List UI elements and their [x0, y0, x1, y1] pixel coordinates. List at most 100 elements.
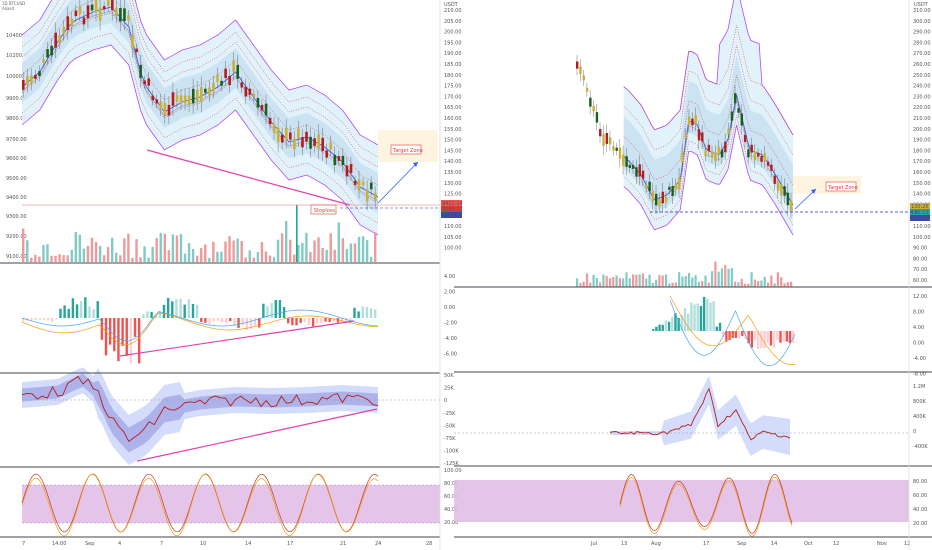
- left-macd-trendline: [119, 320, 355, 357]
- left-stoch-pane: [21, 473, 440, 537]
- candle-body: [631, 165, 635, 169]
- macd-histogram-bar: [299, 318, 302, 323]
- volume-bar: [228, 236, 231, 262]
- left-volume-axis-label-10: 160.00: [444, 116, 462, 122]
- volume-bar: [687, 272, 691, 287]
- volume-bar: [734, 281, 737, 287]
- macd-histogram-bar: [295, 318, 298, 326]
- left-price-label-8: 9400.00: [6, 195, 27, 201]
- right-price-badge-bg-1: [910, 209, 930, 215]
- volume-bar: [776, 272, 780, 287]
- macd-histogram-bar: [121, 318, 124, 346]
- macd-histogram-bar: [30, 318, 33, 321]
- candle-body: [576, 61, 579, 69]
- volume-bar: [658, 275, 661, 287]
- macd-histogram-bar: [750, 331, 754, 348]
- left-header-line-1: 1D BTCUSD: [2, 1, 25, 6]
- left-price-label-6: 9600.00: [6, 156, 27, 162]
- candle-body: [341, 155, 345, 166]
- right-price-axis-label-13: 180.00: [913, 148, 931, 154]
- candle-body: [678, 177, 681, 190]
- macd-histogram-bar: [216, 318, 220, 321]
- right-stoch-zone: [454, 480, 909, 522]
- volume-bar: [284, 221, 288, 262]
- candle-body: [635, 167, 638, 177]
- left-obv-axis-label-7: -125K: [444, 461, 459, 467]
- volume-bar: [268, 255, 272, 262]
- volume-bar: [94, 242, 98, 262]
- candle-body: [94, 0, 98, 13]
- candle-body: [668, 186, 671, 190]
- macd-histogram-bar: [220, 318, 224, 322]
- candle-body: [681, 152, 684, 163]
- candle-body: [345, 165, 349, 177]
- left-time-axis-label-1: 14:00: [52, 541, 66, 547]
- candle-body: [26, 76, 29, 86]
- macd-histogram-bar: [311, 318, 315, 327]
- left-obv-axis-label-2: 0: [444, 398, 447, 404]
- candle-body: [641, 170, 645, 179]
- macd-histogram-bar: [88, 306, 91, 318]
- macd-histogram-bar: [702, 296, 706, 331]
- candle-body: [622, 154, 625, 167]
- volume-bar: [175, 235, 179, 262]
- right-price-badge-bg-0: [910, 203, 930, 209]
- candle-body: [369, 182, 373, 190]
- volume-bar: [579, 283, 582, 287]
- right-stoch-axis-label-0: 80.00: [913, 479, 927, 485]
- macd-histogram-bar: [766, 331, 769, 344]
- macd-histogram-bar: [332, 318, 335, 322]
- macd-histogram-bar: [204, 318, 207, 323]
- macd-histogram-bar: [59, 308, 62, 318]
- macd-histogram-bar: [237, 318, 240, 328]
- candle-body: [280, 134, 284, 143]
- candle-body: [365, 189, 369, 202]
- volume-bar: [361, 236, 365, 262]
- macd-histogram-bar: [50, 318, 54, 322]
- right-lower-band-line: [623, 124, 794, 236]
- obv-outer-band: [22, 367, 378, 465]
- macd-histogram-bar: [55, 318, 58, 320]
- left-volume-axis-label-8: 170.00: [444, 94, 462, 100]
- right-price-badge-1: 121.12: [911, 210, 929, 216]
- left-time-axis-label-9: 24: [375, 541, 381, 547]
- candle-body: [740, 113, 744, 126]
- candle-body: [119, 7, 122, 22]
- volume-bar: [585, 273, 589, 287]
- candle-body: [773, 175, 776, 184]
- right-price-axis-label-2: 290.00: [913, 30, 931, 36]
- candle-body: [106, 0, 110, 6]
- right-macd-axis: 12.00 8.00 4.00 0.00 -4.00 -8.00: [913, 294, 927, 378]
- macd-histogram-bar: [725, 331, 728, 342]
- volume-bar: [701, 280, 704, 287]
- left-volume-axis-label-11: 155.00: [444, 127, 462, 133]
- volume-bar: [179, 234, 183, 262]
- volume-bar: [592, 274, 595, 287]
- left-time-axis-label-3: 4: [118, 541, 121, 547]
- candle-body: [776, 181, 780, 191]
- volume-bar: [345, 249, 349, 262]
- macd-histogram-bar: [208, 318, 211, 324]
- candle-body: [208, 87, 211, 96]
- left-volume-axis-label-13: 145.00: [444, 148, 462, 154]
- left-price-badge-bg-0: [441, 200, 462, 206]
- macd-histogram-bar: [328, 318, 331, 323]
- left-dotted-band: [21, 32, 379, 224]
- macd-histogram-bar: [307, 318, 311, 325]
- macd-histogram-bar: [690, 302, 693, 331]
- right-volume-bars: [576, 261, 793, 287]
- macd-histogram-bar: [374, 309, 377, 318]
- candle-body: [139, 64, 142, 78]
- candle-body: [260, 104, 264, 111]
- volume-bar: [58, 254, 61, 262]
- right-macd-signal-line: [669, 295, 796, 366]
- right-price-axis-label-3: 280.00: [913, 40, 931, 46]
- left-price-label-7: 9500.00: [6, 176, 27, 182]
- candle-body: [608, 137, 612, 145]
- candle-body: [707, 144, 711, 151]
- volume-bar: [272, 257, 276, 262]
- right-price-badge-2: 114.86: [911, 216, 929, 222]
- candle-body: [651, 191, 655, 202]
- macd-histogram-bar: [162, 304, 166, 318]
- volume-bar: [691, 277, 694, 287]
